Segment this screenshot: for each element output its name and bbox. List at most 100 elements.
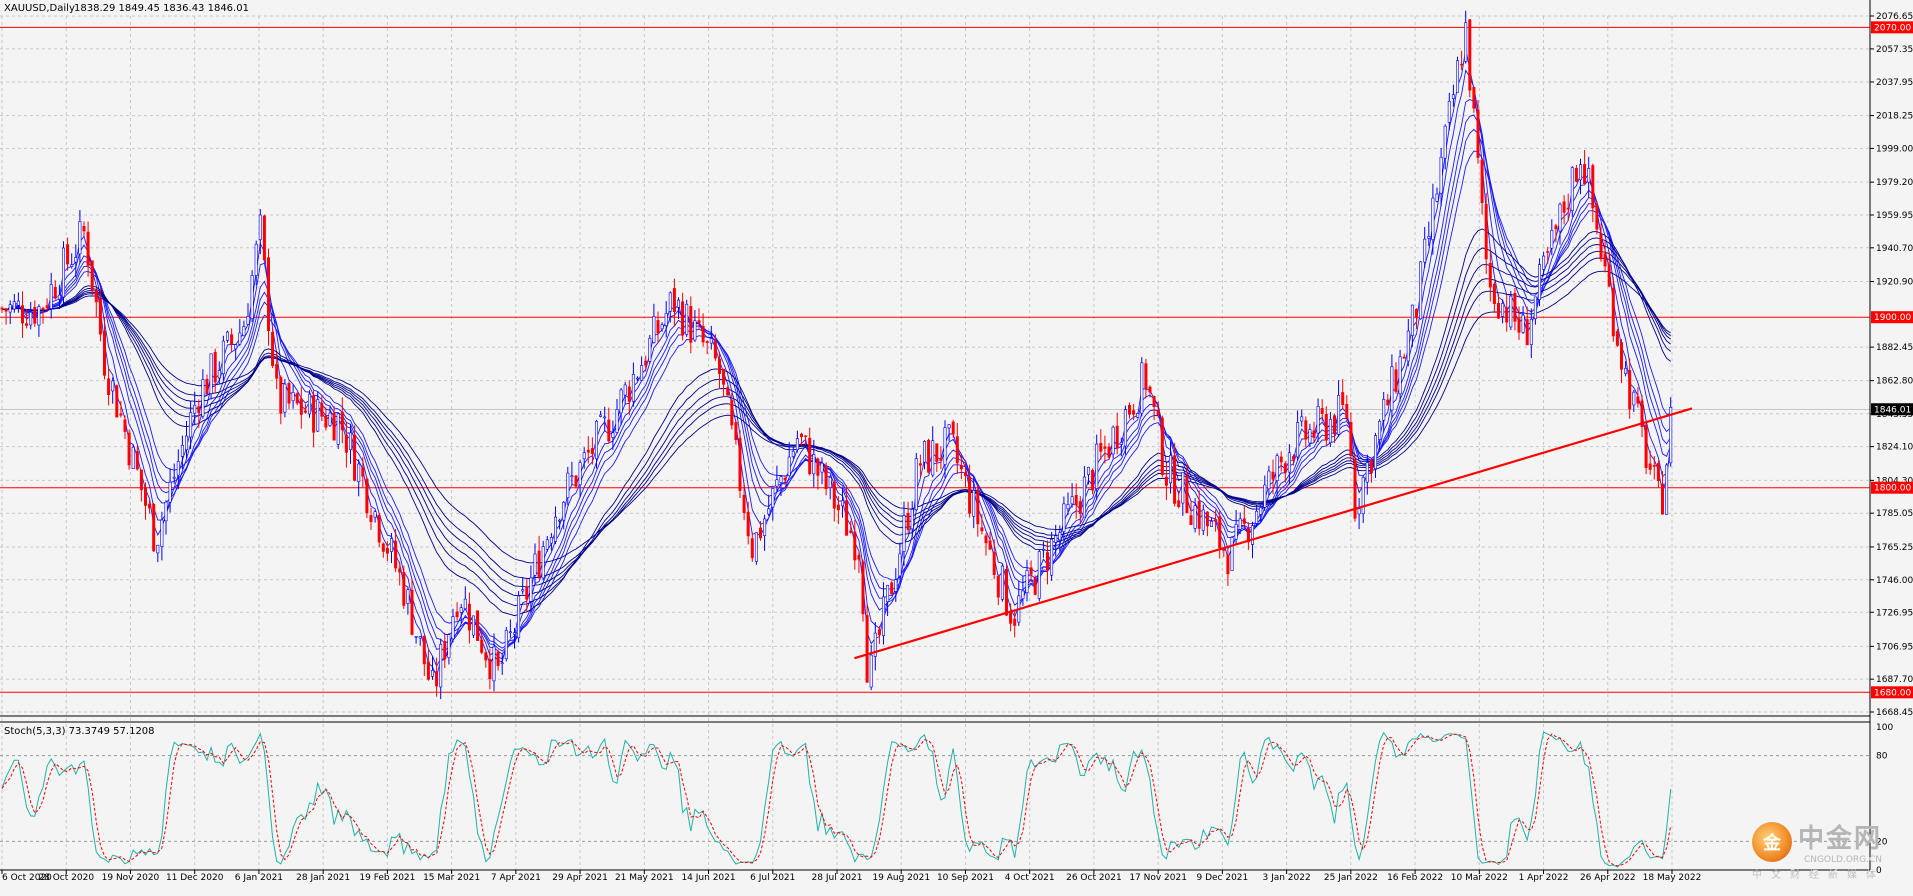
candle-body (779, 476, 783, 483)
candle-body (1119, 441, 1123, 445)
symbol-label: XAUUSD,Daily (4, 3, 75, 14)
candle-body (1099, 443, 1103, 452)
candle-body (689, 306, 693, 343)
candle-body (53, 286, 57, 299)
candle-body (307, 393, 311, 415)
candle-body (1193, 505, 1197, 529)
candle-body (1189, 515, 1193, 526)
candle-body (722, 368, 726, 385)
candle-body (1279, 456, 1283, 463)
candle-body (804, 435, 808, 438)
candle-body (1074, 495, 1078, 505)
candle-body (890, 582, 894, 595)
candle-body (332, 412, 336, 441)
ohlc-label: 1838.29 1849.45 1836.43 1846.01 (74, 3, 249, 14)
level-tag-label: 1680.00 (1874, 688, 1911, 698)
candle-body (1665, 464, 1669, 515)
trendline-group (854, 407, 1693, 660)
candle-body (127, 432, 131, 466)
candle-body (845, 500, 849, 536)
candle-body (336, 413, 340, 445)
candle-body (242, 326, 246, 337)
watermark-chinese: 中金网 (1798, 824, 1883, 854)
candle-body (389, 538, 393, 552)
trendline[interactable] (854, 407, 1693, 660)
candle-body (1542, 255, 1546, 270)
candle-body (1423, 238, 1427, 263)
candle-body (98, 297, 102, 335)
candle-body (783, 477, 787, 481)
y-tick-label: 1687.70 (1876, 675, 1913, 685)
candle-body (1579, 164, 1583, 181)
x-tick-label: 6 Jan 2021 (235, 873, 283, 883)
candle-body (1353, 459, 1357, 519)
candle-body (853, 531, 857, 561)
candle-body (1197, 500, 1201, 529)
candle-body (611, 432, 615, 438)
x-tick-label: 21 May 2021 (615, 873, 674, 883)
candle-body (558, 519, 562, 522)
x-tick-label: 17 Nov 2021 (1129, 873, 1187, 883)
candle-body (894, 579, 898, 592)
candle-body (246, 315, 250, 325)
x-tick-label: 29 Apr 2021 (552, 873, 608, 883)
candle-body (791, 450, 795, 457)
candle-body (701, 325, 705, 343)
candle-body (357, 463, 361, 483)
ma-line (1, 270, 1671, 564)
cngold-logo-icon: 金 (1752, 821, 1792, 862)
candle-body (1132, 410, 1136, 415)
candle-body (430, 670, 434, 677)
x-tick-label: 28 Jan 2021 (296, 873, 350, 883)
candle-body (1255, 510, 1259, 524)
current-price-label: 1846.01 (1874, 405, 1911, 415)
stoch-level-label: 0 (1876, 866, 1882, 876)
candle-body (1525, 319, 1529, 346)
candle-body (422, 635, 426, 665)
candle-body (1037, 551, 1041, 599)
candle-body (447, 634, 451, 658)
candle-body (758, 527, 762, 539)
candle-body (1337, 395, 1341, 435)
candle-body (172, 476, 176, 479)
candle-body (37, 306, 41, 326)
candle-body (12, 301, 16, 310)
candle-body (139, 469, 143, 491)
candle-body (201, 379, 205, 417)
candle-body (799, 433, 803, 438)
candle-body (353, 434, 357, 481)
candle-body (324, 415, 328, 428)
x-tick-label: 16 Feb 2022 (1387, 873, 1443, 883)
candle-body (1636, 396, 1640, 404)
y-tick-label: 2018.25 (1876, 112, 1913, 122)
candle-body (1160, 417, 1164, 475)
candle-body (1041, 548, 1045, 551)
candle-body (1669, 407, 1673, 464)
candle-body (681, 301, 685, 336)
candle-body (451, 616, 455, 640)
candle-body (836, 504, 840, 511)
candle-body (20, 305, 24, 324)
candle-body (1488, 262, 1492, 288)
candle-body (1259, 507, 1263, 515)
candle-body (980, 527, 984, 532)
candle-body (1263, 484, 1267, 508)
candle-body (1415, 308, 1419, 318)
candle-body (927, 440, 931, 473)
candle-body (197, 406, 201, 413)
candle-body (492, 646, 496, 682)
candle-body (685, 303, 689, 335)
candle-body (996, 575, 1000, 598)
candle-body (103, 330, 107, 376)
candle-body (951, 421, 955, 435)
candle-body (521, 589, 525, 592)
candle-body (1251, 525, 1255, 545)
candle-body (1140, 362, 1144, 414)
candle-body (1648, 463, 1652, 470)
candle-body (873, 632, 877, 657)
candle-body (1652, 465, 1656, 467)
candle-body (49, 284, 53, 309)
candle-body (262, 215, 266, 261)
candle-body (164, 501, 168, 522)
